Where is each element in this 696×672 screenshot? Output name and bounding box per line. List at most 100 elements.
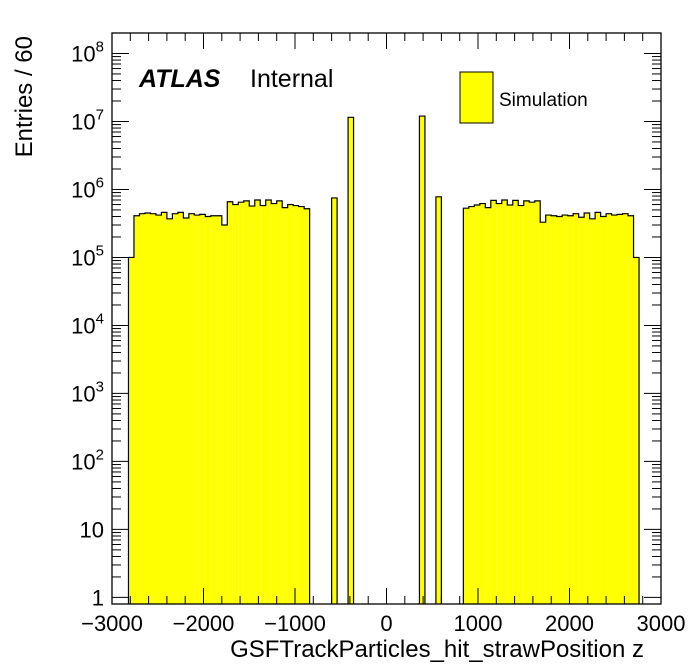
histogram-bar [578, 217, 585, 604]
histogram-bar [512, 200, 519, 604]
histogram-bar [194, 215, 200, 604]
histogram-outline [127, 199, 311, 604]
histogram-outline [347, 116, 355, 604]
histogram-outline [331, 197, 338, 604]
histogram-bar [254, 199, 261, 605]
histogram-bar [573, 213, 579, 604]
y-tick-label: 103 [71, 378, 104, 406]
histogram-bar [287, 204, 294, 605]
histogram-bar [600, 216, 607, 604]
histogram-bar [589, 218, 596, 604]
x-tick-label: −1000 [264, 611, 326, 636]
histogram-bar [518, 205, 524, 605]
histogram-outline [462, 199, 640, 604]
histogram-bar [128, 257, 134, 604]
x-axis-ticks [111, 33, 662, 604]
histogram-bar [567, 215, 574, 604]
histogram-bar [617, 214, 623, 604]
histogram-bar [485, 207, 491, 604]
histogram-outline [435, 196, 442, 604]
y-tick-label: 108 [71, 38, 104, 66]
histogram-bar [243, 200, 250, 604]
y-tick-label: 106 [71, 174, 104, 202]
histogram-bar [205, 216, 211, 604]
histogram-bar [216, 215, 222, 604]
y-axis-title: Entries / 60 [11, 36, 38, 157]
histogram-bar [501, 199, 508, 605]
histogram-bar [133, 215, 140, 604]
histogram-bar [166, 218, 173, 604]
histogram-bar [633, 257, 640, 604]
histogram-bar [144, 213, 151, 604]
histogram-bar [479, 203, 486, 604]
y-tick-label: 102 [71, 446, 104, 474]
histogram-bar [622, 213, 629, 604]
histogram-bar [507, 205, 513, 604]
legend-swatch [459, 71, 494, 124]
histogram-bar [210, 215, 217, 604]
y-tick-label: 10 [80, 517, 104, 542]
histogram-outline [418, 115, 426, 604]
histogram-bar [628, 215, 634, 604]
histogram-bar [474, 205, 480, 604]
histogram-bar [435, 196, 442, 605]
histogram-bar [545, 215, 552, 604]
histogram-bar [529, 202, 535, 605]
histogram-bar [419, 116, 425, 604]
histogram-bar [562, 215, 568, 604]
histogram-bar [276, 200, 283, 604]
histogram-bar [155, 215, 162, 604]
histogram-bar [540, 222, 546, 604]
x-tick-label: 3000 [637, 611, 686, 636]
x-tick-labels: −3000 −2000 −1000 0 1000 2000 3000 [81, 611, 685, 636]
x-tick-label: 1000 [454, 611, 503, 636]
histogram-bar [238, 202, 244, 605]
x-tick-label: −2000 [173, 611, 235, 636]
histogram-bar [265, 199, 272, 605]
histogram-bar [183, 218, 189, 604]
histogram-bar [293, 205, 299, 605]
histogram-bar [468, 206, 475, 604]
histogram-bar [221, 225, 228, 604]
histogram-bar [298, 206, 305, 604]
histogram-bar [161, 212, 167, 604]
histogram-bar [606, 213, 612, 604]
y-tick-label: 105 [71, 242, 104, 270]
histogram-bar [188, 213, 195, 604]
x-tick-label: 2000 [545, 611, 594, 636]
histogram-bar [534, 200, 541, 604]
y-tick-label: 107 [71, 106, 104, 134]
histogram-bar [271, 203, 277, 604]
histogram-bar [172, 213, 178, 604]
histogram-bars [127, 115, 640, 605]
x-tick-label: 0 [380, 611, 392, 636]
legend-label-simulation: Simulation [499, 90, 588, 111]
histogram-bar [282, 207, 288, 604]
x-axis-title: GSFTrackParticles_hit_strawPosition z [230, 636, 644, 663]
internal-label: Internal [250, 65, 333, 93]
histogram-bar [232, 204, 239, 605]
histogram-bar [463, 208, 469, 604]
histogram-bar [496, 203, 502, 604]
histogram-bar [556, 216, 563, 604]
histogram-bar [611, 215, 618, 604]
histogram-bar [331, 197, 338, 604]
y-axis-ticks [112, 32, 661, 598]
histogram-bar [139, 213, 145, 604]
histogram-bar [584, 213, 590, 604]
histogram-bar [523, 200, 530, 604]
histogram-bar [249, 206, 255, 605]
y-tick-label: 1 [92, 585, 104, 610]
histogram-bar [260, 205, 266, 605]
histogram-bar [177, 212, 184, 604]
histogram-bar [304, 208, 310, 604]
y-tick-label: 104 [71, 310, 104, 338]
histogram-bar [348, 117, 354, 604]
y-tick-labels: 1 10 102 103 104 105 106 107 108 [71, 38, 104, 610]
histogram-bar [595, 212, 601, 604]
histogram-bar [227, 201, 233, 604]
histogram-bar [551, 215, 557, 604]
x-tick-label: −3000 [81, 611, 143, 636]
histogram-bar [490, 200, 497, 604]
